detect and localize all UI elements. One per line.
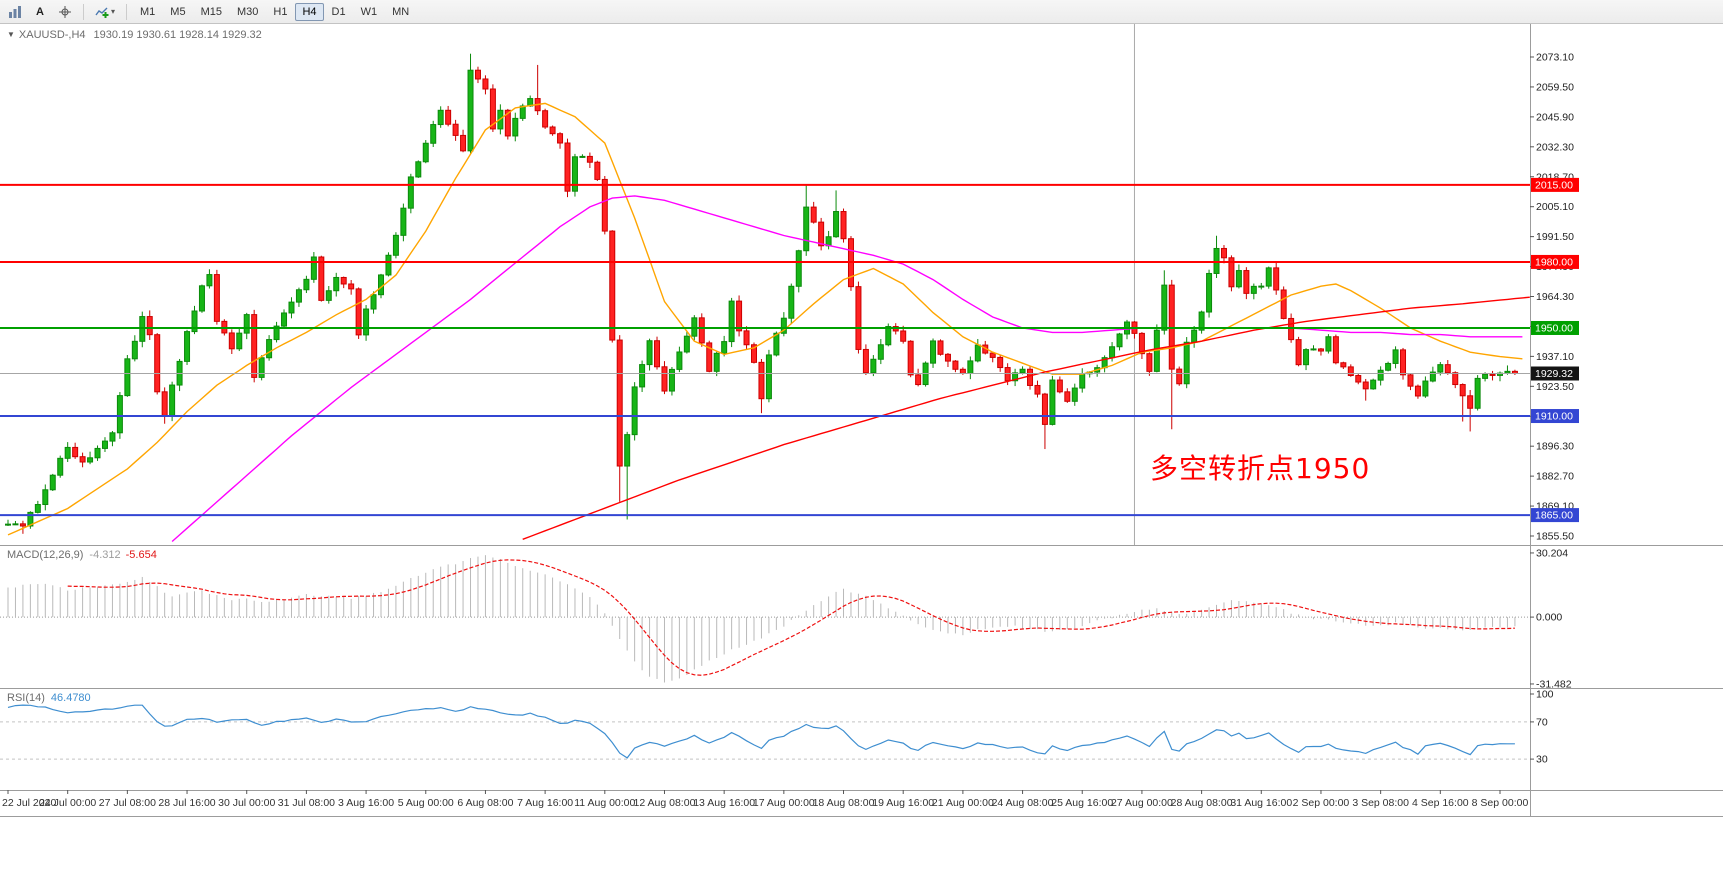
ma-mid-line — [171, 195, 1523, 543]
svg-text:2032.30: 2032.30 — [1536, 141, 1574, 153]
ohlc-values-text: 1930.19 1930.61 1928.14 1929.32 — [93, 29, 262, 41]
horizontal-level-lines[interactable] — [0, 183, 1530, 517]
timeframe-button-MN[interactable]: MN — [385, 3, 416, 21]
toolbar-separator — [83, 3, 84, 20]
timeframe-button-M30[interactable]: M30 — [230, 3, 265, 21]
symbol-period-text: XAUUSD-,H4 — [18, 29, 86, 41]
svg-text:1980.00: 1980.00 — [1535, 256, 1573, 268]
timeframe-button-M15[interactable]: M15 — [194, 3, 229, 21]
svg-text:2059.50: 2059.50 — [1536, 81, 1574, 93]
timeframe-button-H1[interactable]: H1 — [266, 3, 294, 21]
svg-text:0.000: 0.000 — [1536, 612, 1562, 624]
svg-text:2 Sep 00:00: 2 Sep 00:00 — [1293, 797, 1350, 809]
svg-text:70: 70 — [1536, 716, 1548, 728]
timeframe-button-D1[interactable]: D1 — [325, 3, 353, 21]
indicators-button[interactable]: ▾ — [90, 2, 120, 22]
time-axis[interactable] — [0, 790, 1530, 816]
rsi-value-text: 46.4780 — [50, 692, 91, 704]
svg-text:1964.30: 1964.30 — [1536, 291, 1574, 303]
svg-text:27 Jul 08:00: 27 Jul 08:00 — [99, 797, 156, 809]
svg-text:30: 30 — [1536, 754, 1548, 766]
svg-text:25 Aug 16:00: 25 Aug 16:00 — [1051, 797, 1113, 809]
timeframe-button-W1[interactable]: W1 — [354, 3, 385, 21]
add-indicator-icon — [95, 7, 109, 18]
chart-menu-icon: ▼ — [7, 30, 15, 39]
svg-text:1950.00: 1950.00 — [1535, 322, 1573, 334]
svg-text:31 Aug 16:00: 31 Aug 16:00 — [1230, 797, 1292, 809]
svg-text:7 Aug 16:00: 7 Aug 16:00 — [517, 797, 573, 809]
svg-text:-31.482: -31.482 — [1536, 678, 1572, 690]
macd-panel: 30.204 0.000 -31.482 — [0, 547, 1572, 690]
rsi-name-text: RSI(14) — [7, 692, 45, 704]
ma-fast-line — [7, 102, 1523, 536]
svg-text:4 Sep 16:00: 4 Sep 16:00 — [1412, 797, 1469, 809]
svg-text:1929.32: 1929.32 — [1535, 368, 1573, 380]
svg-text:12 Aug 08:00: 12 Aug 08:00 — [634, 797, 696, 809]
svg-text:2015.00: 2015.00 — [1535, 179, 1573, 191]
svg-text:8 Sep 00:00: 8 Sep 00:00 — [1472, 797, 1529, 809]
svg-text:1923.50: 1923.50 — [1536, 381, 1574, 393]
ma-slow-line — [522, 296, 1530, 540]
timeframe-toolbar: M1 M5 M15 M30 H1 H4 D1 W1 MN — [133, 2, 416, 21]
rsi-line — [7, 704, 1515, 759]
svg-text:1896.30: 1896.30 — [1536, 441, 1574, 453]
rsi-indicator-label: RSI(14) 46.4780 — [7, 692, 91, 704]
svg-text:1865.00: 1865.00 — [1535, 510, 1573, 522]
rsi-panel: 100 70 30 — [0, 689, 1554, 766]
svg-text:24 Aug 08:00: 24 Aug 08:00 — [992, 797, 1054, 809]
macd-signal-value: -5.654 — [125, 549, 157, 561]
svg-text:30 Jul 00:00: 30 Jul 00:00 — [218, 797, 275, 809]
crosshair-icon — [59, 5, 71, 18]
main-toolbar: A ▾ M1 M5 M15 M30 H1 H4 D1 W1 MN — [0, 0, 1723, 24]
svg-text:5 Aug 00:00: 5 Aug 00:00 — [398, 797, 454, 809]
svg-text:28 Aug 08:00: 28 Aug 08:00 — [1171, 797, 1233, 809]
svg-text:11 Aug 00:00: 11 Aug 00:00 — [574, 797, 635, 809]
bar-chart-icon — [9, 5, 21, 18]
svg-text:2005.10: 2005.10 — [1536, 201, 1574, 213]
chevron-down-icon: ▾ — [111, 7, 116, 16]
svg-text:1882.70: 1882.70 — [1536, 471, 1574, 483]
charts-toolbar-button[interactable] — [3, 2, 27, 22]
chart-text-annotation[interactable]: 多空转折点1950 — [1150, 452, 1371, 485]
svg-text:2045.90: 2045.90 — [1536, 111, 1574, 123]
svg-text:6 Aug 08:00: 6 Aug 08:00 — [457, 797, 513, 809]
svg-text:1910.00: 1910.00 — [1535, 411, 1573, 423]
svg-text:2073.10: 2073.10 — [1536, 52, 1574, 64]
macd-indicator-label: MACD(12,26,9) -4.312 -5.654 — [7, 549, 157, 561]
price-scale-flags: 2015.00 1980.00 1950.00 1910.00 1865.00 1929.… — [1531, 177, 1579, 523]
text-tool-button[interactable]: A — [29, 2, 51, 22]
timeframe-button-M5[interactable]: M5 — [163, 3, 192, 21]
svg-text:1991.50: 1991.50 — [1536, 231, 1574, 243]
svg-text:3 Sep 08:00: 3 Sep 08:00 — [1352, 797, 1409, 809]
macd-name-text: MACD(12,26,9) — [7, 549, 84, 561]
svg-text:1937.10: 1937.10 — [1536, 351, 1574, 363]
candlesticks — [5, 53, 1518, 534]
svg-text:100: 100 — [1536, 689, 1554, 701]
svg-text:19 Aug 16:00: 19 Aug 16:00 — [872, 797, 934, 809]
panel-borders — [0, 24, 1723, 817]
svg-text:21 Aug 00:00: 21 Aug 00:00 — [932, 797, 994, 809]
svg-text:27 Aug 00:00: 27 Aug 00:00 — [1111, 797, 1173, 809]
toolbar-separator — [126, 3, 128, 20]
timeframe-button-M1[interactable]: M1 — [133, 3, 162, 21]
macd-main-value: -4.312 — [89, 549, 121, 561]
svg-text:3 Aug 16:00: 3 Aug 16:00 — [338, 797, 394, 809]
crosshair-tool-button[interactable] — [53, 2, 77, 22]
svg-text:17 Aug 00:00: 17 Aug 00:00 — [753, 797, 815, 809]
timeframe-button-H4[interactable]: H4 — [295, 2, 324, 21]
macd-signal-line — [67, 559, 1515, 676]
chart-symbol-ohlc-label: ▼ XAUUSD-,H4 1930.19 1930.61 1928.14 1929.… — [7, 29, 262, 41]
svg-text:22 Jul 2020: 22 Jul 2020 — [2, 797, 56, 809]
svg-text:31 Jul 08:00: 31 Jul 08:00 — [278, 797, 335, 809]
svg-text:18 Aug 08:00: 18 Aug 08:00 — [813, 797, 875, 809]
svg-text:30.204: 30.204 — [1536, 547, 1568, 559]
svg-text:1855.50: 1855.50 — [1536, 531, 1574, 543]
svg-text:13 Aug 16:00: 13 Aug 16:00 — [693, 797, 755, 809]
svg-text:28 Jul 16:00: 28 Jul 16:00 — [158, 797, 215, 809]
svg-text:24 Jul 00:00: 24 Jul 00:00 — [39, 797, 96, 809]
